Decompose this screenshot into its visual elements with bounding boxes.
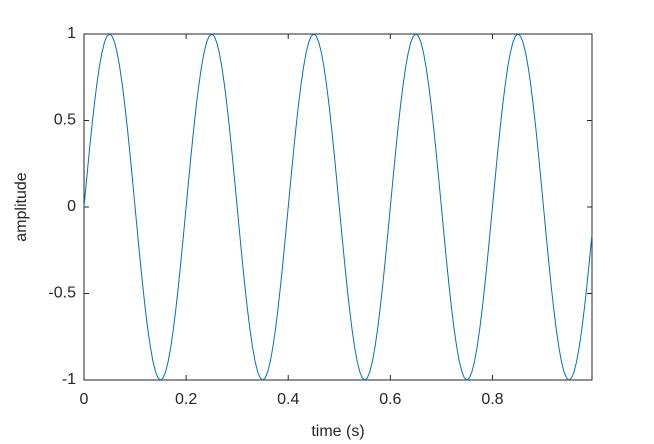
x-tick-label: 0 [80, 391, 89, 408]
x-tick-label: 0.4 [277, 391, 299, 408]
y-tick-label: -0.5 [48, 285, 76, 302]
x-tick-label: 0.8 [481, 391, 503, 408]
axes-box [83, 33, 593, 381]
y-axis-label: amplitude [13, 172, 30, 241]
y-tick-label: 0.5 [54, 112, 76, 129]
x-axis-label: time (s) [311, 423, 364, 440]
y-tick-label: -1 [62, 371, 76, 388]
x-tick-label: 0.6 [379, 391, 401, 408]
y-tick-label: 1 [67, 25, 76, 42]
line [83, 33, 593, 381]
x-tick-label: 0.2 [175, 391, 197, 408]
y-tick-label: 0 [67, 198, 76, 215]
